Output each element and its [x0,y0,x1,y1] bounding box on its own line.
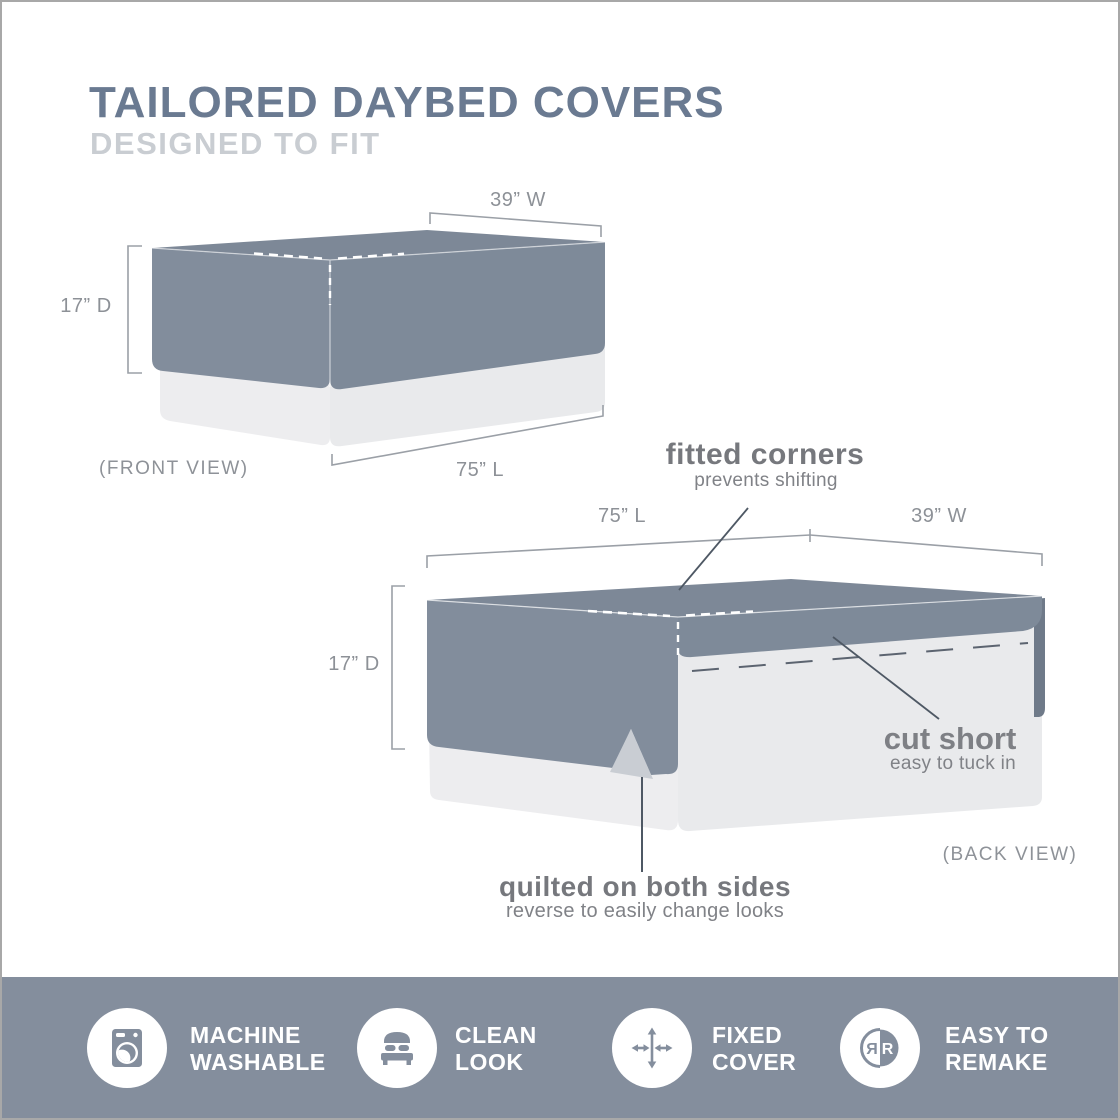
feature-label-line: CLEAN [455,1021,537,1048]
feature-circle [357,1008,437,1088]
back-width-dimension: 39” W [911,505,967,527]
feature-label-line: FIXED [712,1021,783,1048]
front-depth-bracket [127,245,142,374]
mirrored-r-glyph: Я [866,1041,878,1058]
back-cover-left-panel [427,600,678,775]
move-arrows-icon [631,1027,673,1069]
fitted-corners-subtitle: prevents shifting [694,470,838,491]
washing-machine-icon [112,1029,142,1067]
back-cover-top-face [427,579,1042,617]
front-width-bracket [429,212,602,237]
feature-machine-washable: MACHINE WASHABLE [87,977,347,1118]
feature-fixed-cover: FIXED COVER [612,977,852,1118]
bed-icon [381,1032,413,1065]
front-width-dimension: 39” W [490,189,546,211]
front-cover-right-face [330,242,605,390]
front-cover-top-face [152,230,605,260]
front-length-dimension: 75” L [455,459,505,481]
front-cover-left-face [152,248,330,389]
feature-label-line: LOOK [455,1048,524,1075]
front-view-illustration [127,212,606,466]
front-view-label: (FRONT VIEW) [99,458,249,479]
feature-label-line: REMAKE [945,1048,1048,1075]
front-depth-dimension: 17” D [60,295,112,317]
cut-short-leader-line [832,636,940,720]
front-fitted-corner-dashes [253,252,405,305]
back-top-bracket [426,534,1043,568]
back-view-illustration [391,507,1045,872]
back-tuck-dashed-line [691,642,1029,672]
back-depth-bracket [391,585,405,750]
feature-circle: Я R [840,1008,920,1088]
back-view-label: (BACK VIEW) [942,844,1078,865]
back-cover-short-panel [678,596,1042,658]
feature-label-line: MACHINE [190,1021,301,1048]
page-title: TAILORED DAYBED COVERS [89,78,725,127]
back-depth-dimension: 17” D [328,653,380,675]
back-cover-side-skirt [1034,598,1045,717]
quilted-subtitle: reverse to easily change looks [505,900,785,922]
page-subtitle: DESIGNED TO FIT [90,126,381,161]
feature-easy-to-remake: Я R EASY TO REMAKE [840,977,1090,1118]
feature-clean-look: CLEAN LOOK [357,977,597,1118]
feature-label-line: EASY TO [945,1021,1049,1048]
r-glyph: R [882,1041,894,1058]
back-length-dimension: 75” L [597,505,647,527]
fitted-corners-title: fitted corners [665,438,865,471]
feature-bar: MACHINE WASHABLE CLEAN [2,977,1118,1118]
feature-label-line: COVER [712,1048,797,1075]
back-cover-seams [426,595,1043,618]
quilted-title: quilted on both sides [498,871,792,902]
feature-label-line: WASHABLE [190,1048,326,1075]
feature-circle [87,1008,167,1088]
reverse-letters-icon: Я R [860,1028,899,1068]
back-fitted-corner-dashes [587,609,754,655]
cut-short-subtitle: easy to tuck in [890,753,1016,774]
feature-circle [612,1008,692,1088]
cut-short-title: cut short [883,721,1017,756]
front-length-bracket [331,405,604,466]
back-cover-folded-flap [610,729,653,779]
back-mattress-back-face [678,596,1042,832]
fitted-corners-leader-line [678,507,749,591]
